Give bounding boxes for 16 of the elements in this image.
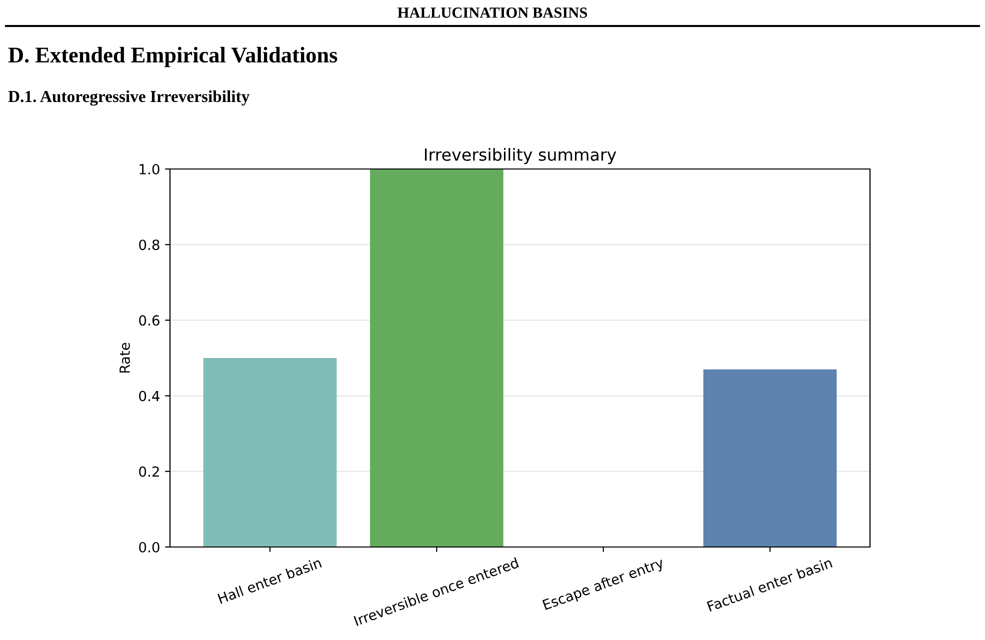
bar [203, 358, 337, 547]
y-tick-label: 1.0 [140, 164, 160, 174]
bar [370, 169, 504, 547]
chart-title: Irreversibility summary [424, 148, 616, 164]
y-tick-label: 0.8 [139, 240, 160, 250]
y-tick-label: 0.2 [139, 466, 159, 477]
text: D.1. Autoregressive Irreversibility [8, 90, 250, 106]
y-axis-title: Rate [120, 342, 130, 373]
x-tick-label: Escape after entry [542, 556, 666, 613]
text: HALLUCINATION BASINS [398, 8, 588, 18]
y-tick-label: 0.4 [139, 390, 160, 402]
y-tick-label: 0.6 [139, 315, 160, 326]
bar [703, 369, 837, 547]
y-tick-label: 0.0 [139, 542, 160, 552]
text: D. Extended Empirical Validations [8, 46, 338, 68]
x-tick-label: Hall enter basin [217, 557, 322, 604]
